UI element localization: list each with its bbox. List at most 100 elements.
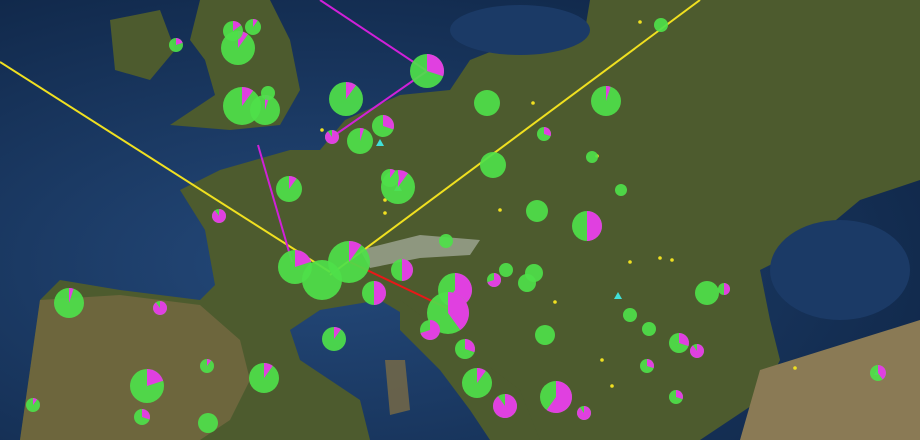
location-dot[interactable]: [628, 260, 632, 264]
location-dot[interactable]: [610, 384, 614, 388]
pie-marker[interactable]: [499, 263, 513, 277]
location-dot[interactable]: [320, 128, 324, 132]
pie-slice-secondary: [878, 365, 886, 380]
pie-slice-secondary: [212, 209, 226, 223]
pie-marker[interactable]: [152, 301, 167, 316]
pie-slice-primary: [198, 413, 218, 433]
pie-marker[interactable]: [615, 184, 627, 196]
pie-marker[interactable]: [487, 273, 501, 287]
pie-marker[interactable]: [325, 130, 340, 144]
pie-slice-primary: [480, 152, 506, 178]
pie-marker[interactable]: [420, 320, 441, 340]
route-line: [331, 70, 428, 138]
pie-markers[interactable]: [26, 18, 886, 433]
location-dot[interactable]: [600, 358, 604, 362]
pie-marker[interactable]: [690, 344, 705, 359]
pie-marker[interactable]: [134, 409, 150, 425]
pie-marker[interactable]: [362, 281, 386, 305]
pie-slice-secondary: [690, 344, 705, 359]
pie-marker[interactable]: [718, 283, 730, 295]
pie-slice-secondary: [606, 86, 611, 101]
pie-marker[interactable]: [642, 322, 656, 336]
pie-marker[interactable]: [249, 363, 279, 393]
pie-marker[interactable]: [212, 209, 226, 223]
pie-marker[interactable]: [372, 115, 394, 137]
pie-marker[interactable]: [540, 381, 572, 414]
pie-marker[interactable]: [586, 151, 598, 163]
pie-slice-secondary: [383, 115, 394, 130]
pie-marker[interactable]: [525, 264, 543, 282]
pie-marker[interactable]: [329, 82, 363, 116]
pie-slice-secondary: [176, 38, 183, 45]
location-dot[interactable]: [531, 101, 535, 105]
pie-marker[interactable]: [391, 259, 413, 281]
pie-marker[interactable]: [493, 394, 517, 418]
location-dot[interactable]: [638, 20, 642, 24]
pie-marker[interactable]: [537, 127, 551, 141]
pie-marker[interactable]: [577, 406, 591, 421]
pie-slice-secondary: [334, 327, 342, 339]
pie-marker[interactable]: [572, 211, 602, 241]
pie-marker[interactable]: [695, 281, 719, 305]
pie-marker[interactable]: [669, 390, 684, 404]
pie-marker[interactable]: [381, 169, 399, 187]
location-dot[interactable]: [553, 300, 557, 304]
pie-marker[interactable]: [245, 19, 261, 35]
pie-slice-secondary: [295, 250, 312, 267]
pie-marker[interactable]: [870, 365, 886, 381]
pie-slice-secondary: [587, 211, 602, 241]
pie-marker[interactable]: [250, 95, 280, 125]
pie-marker[interactable]: [200, 359, 214, 373]
location-dot[interactable]: [498, 208, 502, 212]
pie-slice-primary: [439, 234, 453, 248]
pie-slice-secondary: [325, 130, 340, 144]
pie-marker[interactable]: [640, 359, 655, 373]
pie-marker[interactable]: [462, 368, 492, 398]
pie-marker[interactable]: [455, 339, 475, 359]
pie-marker[interactable]: [669, 333, 690, 353]
pie-marker[interactable]: [223, 21, 243, 41]
pie-slice-secondary: [69, 288, 74, 303]
pie-slice-secondary: [676, 390, 684, 400]
pie-marker[interactable]: [278, 250, 312, 284]
pie-marker[interactable]: [54, 288, 84, 318]
pie-marker[interactable]: [169, 38, 183, 52]
location-dot[interactable]: [658, 256, 662, 260]
location-dot[interactable]: [793, 366, 797, 370]
pie-marker[interactable]: [276, 176, 302, 202]
pie-slice-primary: [535, 325, 555, 345]
pie-slice-secondary: [487, 273, 501, 287]
pie-marker[interactable]: [623, 308, 637, 322]
location-dot[interactable]: [670, 258, 674, 262]
continent: [20, 0, 920, 440]
pie-marker[interactable]: [130, 369, 164, 403]
pie-marker[interactable]: [302, 260, 342, 300]
location-dot[interactable]: [383, 198, 387, 202]
pie-marker[interactable]: [322, 327, 346, 351]
pie-slice-secondary: [544, 127, 551, 137]
pie-marker[interactable]: [474, 90, 500, 116]
triangle-marker[interactable]: [376, 139, 384, 146]
pie-slice-secondary: [346, 82, 356, 99]
pie-marker[interactable]: [198, 413, 218, 433]
pie-marker[interactable]: [347, 128, 373, 154]
pie-marker[interactable]: [26, 398, 40, 412]
pie-marker[interactable]: [480, 152, 506, 178]
pie-slice-secondary: [493, 394, 517, 418]
pie-slice-secondary: [420, 320, 441, 340]
pie-slice-secondary: [448, 292, 469, 330]
route-line: [329, 0, 701, 276]
location-dot[interactable]: [383, 211, 387, 215]
pie-slice-primary: [525, 264, 543, 282]
pie-marker[interactable]: [591, 86, 621, 116]
pie-marker[interactable]: [654, 18, 668, 32]
pie-marker[interactable]: [261, 86, 275, 100]
pie-marker[interactable]: [439, 234, 453, 248]
pie-marker[interactable]: [410, 54, 445, 88]
pie-slice-secondary: [477, 368, 486, 383]
triangle-marker[interactable]: [614, 292, 622, 299]
pie-marker[interactable]: [526, 200, 548, 222]
pie-marker[interactable]: [535, 325, 555, 345]
